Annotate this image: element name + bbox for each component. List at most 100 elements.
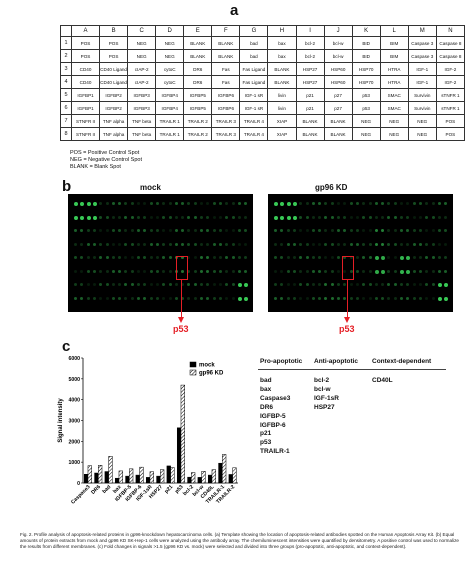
array-spot bbox=[212, 283, 216, 286]
antibody-cell: IGFBP2 bbox=[99, 101, 129, 115]
bar-mock bbox=[145, 477, 151, 484]
p53-arrowhead-mock bbox=[178, 317, 184, 323]
array-spot bbox=[200, 202, 203, 205]
array-spot bbox=[80, 256, 84, 259]
antibody-cell: CD40 Ligand bbox=[99, 62, 129, 76]
antibody-cell: NEG bbox=[155, 36, 185, 50]
array-spot bbox=[311, 283, 315, 286]
antibody-cell: cIAP-2 bbox=[127, 62, 157, 76]
x-tick-label: DR6 bbox=[90, 484, 102, 496]
bar-kd bbox=[191, 472, 196, 484]
anti-apoptotic-item: bcl-w bbox=[314, 385, 331, 393]
array-spot bbox=[387, 229, 391, 232]
array-spot bbox=[181, 269, 185, 273]
array-spot bbox=[368, 202, 372, 205]
antibody-cell: p21 bbox=[295, 101, 325, 115]
antibody-cell: p53 bbox=[351, 88, 381, 102]
bar-mock bbox=[166, 465, 171, 484]
kd-membrane-title: gp96 KD bbox=[315, 183, 348, 192]
array-spot bbox=[244, 242, 248, 246]
antibody-cell: Fas bbox=[211, 62, 241, 76]
array-spot bbox=[368, 215, 372, 219]
array-spot bbox=[149, 242, 153, 246]
array-spot bbox=[118, 229, 122, 232]
array-spot bbox=[124, 296, 128, 300]
array-spot bbox=[318, 242, 322, 246]
array-spot bbox=[99, 202, 103, 205]
array-spot bbox=[143, 269, 147, 273]
array-spot bbox=[168, 269, 172, 273]
array-spot bbox=[162, 215, 166, 219]
array-spot bbox=[149, 202, 153, 205]
array-spot bbox=[444, 269, 448, 273]
array-spot bbox=[244, 215, 248, 219]
antibody-cell: cIAP-2 bbox=[127, 75, 157, 89]
bar-kd bbox=[118, 470, 123, 484]
array-spot bbox=[274, 229, 277, 232]
array-spot bbox=[330, 256, 334, 259]
array-spot bbox=[155, 296, 159, 300]
array-spot bbox=[431, 242, 435, 246]
array-spot bbox=[299, 256, 303, 259]
array-spot bbox=[305, 296, 309, 300]
antibody-cell: IGFBP2 bbox=[99, 88, 129, 102]
array-spot bbox=[444, 229, 448, 232]
column-header: I bbox=[295, 25, 325, 37]
antibody-cell: bad bbox=[239, 49, 269, 63]
array-spot bbox=[286, 215, 291, 220]
antibody-cell: TRAILR 1 bbox=[155, 127, 185, 141]
array-spot bbox=[280, 242, 284, 246]
array-spot bbox=[337, 283, 340, 286]
array-spot bbox=[111, 256, 115, 259]
array-spot bbox=[99, 215, 103, 219]
array-spot bbox=[137, 202, 140, 205]
array-spot bbox=[193, 215, 197, 219]
array-spot bbox=[337, 215, 340, 219]
array-spot bbox=[349, 242, 353, 246]
array-spot bbox=[206, 215, 210, 219]
array-spot bbox=[292, 283, 296, 286]
bar-mock bbox=[156, 475, 161, 484]
array-spot bbox=[355, 229, 359, 232]
array-spot bbox=[444, 296, 449, 301]
array-spot bbox=[425, 269, 429, 273]
pro-apoptotic-item: IGFBP-6 bbox=[260, 421, 286, 429]
antibody-cell: IGF-1 bbox=[407, 75, 437, 89]
x-tick-label: p53 bbox=[174, 484, 185, 495]
array-spot bbox=[105, 215, 109, 219]
array-spot bbox=[274, 256, 277, 259]
bar-mock bbox=[187, 476, 192, 484]
array-spot bbox=[349, 269, 353, 273]
array-spot bbox=[355, 242, 359, 246]
array-spot bbox=[92, 269, 96, 273]
array-spot bbox=[381, 215, 385, 219]
array-spot bbox=[280, 229, 284, 232]
table-row: 2 POS POS NEG NEG BLANK BLANK bad bax bcl-2 bcl-w B… bbox=[60, 49, 466, 63]
array-spot bbox=[337, 256, 340, 259]
bar-kd bbox=[98, 465, 103, 484]
antibody-cell: IGF-1 sR bbox=[239, 88, 269, 102]
array-spot bbox=[330, 229, 334, 232]
antibody-cell: p27 bbox=[323, 101, 353, 115]
array-spot bbox=[212, 256, 216, 259]
kd-membrane-image bbox=[268, 194, 453, 312]
antibody-cell: IGF-1 sR bbox=[239, 101, 269, 115]
antibody-cell: DR6 bbox=[183, 62, 213, 76]
array-spot bbox=[181, 296, 185, 300]
antibody-cell: NEG bbox=[127, 36, 157, 50]
array-spot bbox=[187, 242, 191, 246]
array-spot bbox=[400, 202, 403, 205]
array-spot bbox=[343, 296, 347, 300]
array-spot bbox=[400, 283, 403, 286]
array-spot bbox=[212, 229, 216, 232]
antibody-cell: BLANK bbox=[323, 127, 353, 141]
array-spot bbox=[343, 202, 347, 205]
table-row: 6 IGFBP1 IGFBP2 IGFBP3 IGFBP4 IGFBP5 IGFBP6 IGF… bbox=[60, 101, 466, 115]
array-spot bbox=[374, 229, 378, 232]
antibody-cell: bax bbox=[267, 36, 297, 50]
legend-line-neg: NEG = Negative Control Spot bbox=[70, 157, 142, 163]
array-spot bbox=[105, 269, 109, 273]
array-spot bbox=[149, 256, 153, 259]
array-spot bbox=[406, 283, 410, 286]
array-spot bbox=[311, 215, 315, 219]
